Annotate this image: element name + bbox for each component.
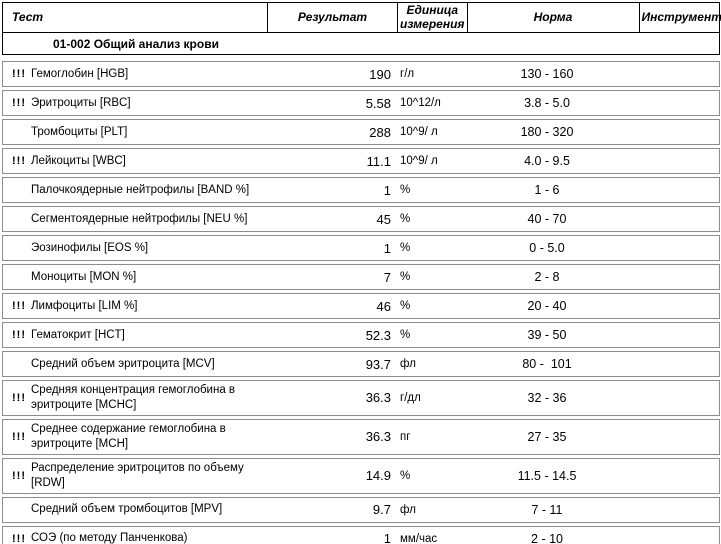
result-value: 46 (376, 298, 391, 314)
column-header-unit: Единица измерения (398, 3, 468, 32)
norm-range: 2 - 8 (534, 270, 560, 284)
abnormal-flag: !!! (12, 329, 26, 341)
result-value: 36.3 (365, 429, 391, 445)
table-row: !!! Средняя концентрация гемоглобина в э… (2, 380, 720, 416)
unit-value: фл (400, 503, 416, 516)
table-row: !!! Среднее содержание гемоглобина в эри… (2, 418, 720, 455)
result-value: 5.58 (365, 95, 391, 111)
abnormal-flag: !!! (12, 430, 26, 443)
table-row: Сегментоядерные нейтрофилы [NEU %] 45 % … (2, 206, 720, 232)
unit-value: 10^9/ л (400, 126, 438, 138)
table-row: Палочкоядерные нейтрофилы [BAND %] 1 % 1… (2, 177, 720, 203)
result-value: 52.3 (365, 327, 391, 343)
table-row: Тромбоциты [PLT] 288 10^9/ л 180 - 320 (2, 119, 720, 145)
column-header-result: Результат (268, 3, 398, 32)
test-name: Средняя концентрация гемоглобина в эритр… (31, 384, 236, 411)
test-name: Тромбоциты [PLT] (31, 125, 128, 138)
test-name: СОЭ (по методу Панченкова) (31, 532, 188, 544)
unit-value: % (400, 184, 411, 196)
norm-range: 0 - 5.0 (529, 241, 565, 255)
test-name: Средний объем тромбоцитов [MPV] (31, 503, 223, 516)
norm-range: 11.5 - 14.5 (517, 468, 577, 483)
unit-value: пг (400, 430, 411, 443)
test-name: Эритроциты [RBC] (31, 96, 131, 109)
test-name: Сегментоядерные нейтрофилы [NEU %] (31, 212, 248, 225)
result-value: 36.3 (365, 390, 391, 406)
norm-range: 180 - 320 (520, 125, 574, 139)
norm-range: 32 - 36 (527, 390, 567, 405)
unit-value: % (400, 329, 411, 341)
norm-range: 80 - 101 (522, 357, 572, 371)
result-value: 190 (369, 66, 391, 82)
unit-value: 10^9/ л (400, 155, 438, 167)
unit-value: г/дл (400, 391, 421, 404)
table-row: !!! Лимфоциты [LIM %] 46 % 20 - 40 (2, 293, 720, 319)
abnormal-flag: !!! (12, 469, 26, 482)
result-value: 9.7 (372, 502, 391, 518)
unit-value: % (400, 213, 411, 225)
table-row: Эозинофилы [EOS %] 1 % 0 - 5.0 (2, 235, 720, 261)
test-name: Гемоглобин [HGB] (31, 67, 129, 80)
column-header-instrument: Инструмент (641, 9, 721, 24)
result-value: 7 (383, 269, 391, 285)
abnormal-flag: !!! (12, 68, 26, 80)
test-name: Лимфоциты [LIM %] (31, 299, 138, 312)
abnormal-flag: !!! (12, 300, 26, 312)
test-name: Моноциты [MON %] (31, 270, 137, 283)
section-title: 01-002 Общий анализ крови (53, 36, 219, 51)
unit-value: % (400, 300, 411, 312)
abnormal-flag: !!! (12, 97, 26, 109)
result-value: 1 (383, 531, 391, 544)
test-name: Лейкоциты [WBC] (31, 154, 126, 167)
test-name: Среднее содержание гемоглобина в эритроц… (31, 422, 226, 450)
column-header-test: Тест (3, 3, 268, 32)
result-value: 93.7 (365, 356, 391, 372)
result-value: 45 (376, 211, 391, 227)
unit-value: % (400, 271, 411, 283)
table-row: !!! Эритроциты [RBC] 5.58 10^12/л 3.8 - … (2, 90, 720, 116)
result-value: 11.1 (366, 153, 391, 169)
abnormal-flag: !!! (12, 532, 26, 544)
section-title-row: 01-002 Общий анализ крови (2, 33, 720, 55)
table-row: !!! СОЭ (по методу Панченкова) 1 мм/час … (2, 525, 720, 544)
test-name: Средний объем эритроцита [MCV] (31, 357, 215, 370)
norm-range: 4.0 - 9.5 (524, 154, 570, 168)
test-name: Палочкоядерные нейтрофилы [BAND %] (31, 183, 250, 196)
table-row: Средний объем тромбоцитов [MPV] 9.7 фл 7… (2, 496, 720, 523)
unit-value: мм/час (400, 532, 438, 544)
table-body: !!! Гемоглобин [HGB] 190 г/л 130 - 160 !… (2, 61, 720, 544)
abnormal-flag: !!! (12, 155, 26, 167)
table-row: !!! Гемоглобин [HGB] 190 г/л 130 - 160 (2, 61, 720, 87)
table-row: Моноциты [MON %] 7 % 2 - 8 (2, 264, 720, 290)
unit-value: % (400, 242, 411, 254)
unit-value: % (400, 469, 411, 482)
table-row: Средний объем эритроцита [MCV] 93.7 фл 8… (2, 351, 720, 377)
norm-range: 7 - 11 (531, 502, 563, 517)
result-value: 288 (369, 124, 391, 140)
norm-range: 3.8 - 5.0 (524, 96, 570, 110)
table-row: !!! Гематокрит [HCT] 52.3 % 39 - 50 (2, 322, 720, 348)
norm-range: 40 - 70 (527, 212, 567, 226)
norm-range: 39 - 50 (527, 328, 567, 342)
norm-range: 27 - 35 (527, 429, 567, 444)
unit-value: фл (400, 358, 416, 370)
column-header-norm: Норма (468, 3, 640, 32)
result-value: 1 (383, 240, 391, 256)
table-row: !!! Лейкоциты [WBC] 11.1 10^9/ л 4.0 - 9… (2, 148, 720, 174)
test-name: Эозинофилы [EOS %] (31, 241, 149, 254)
abnormal-flag: !!! (12, 391, 26, 404)
norm-range: 20 - 40 (527, 299, 567, 313)
result-value: 1 (383, 182, 391, 198)
norm-range: 2 - 10 (531, 531, 563, 544)
unit-value: 10^12/л (400, 97, 441, 109)
norm-range: 130 - 160 (520, 67, 574, 81)
result-value: 14.9 (365, 468, 391, 484)
test-name: Распределение эритроцитов по объему [RDW… (31, 461, 244, 489)
unit-value: г/л (400, 68, 415, 80)
table-row: !!! Распределение эритроцитов по объему … (2, 457, 720, 494)
table-header-row: Тест Результат Единица измерения Норма И… (2, 2, 721, 33)
norm-range: 1 - 6 (534, 183, 560, 197)
test-name: Гематокрит [HCT] (31, 328, 125, 341)
